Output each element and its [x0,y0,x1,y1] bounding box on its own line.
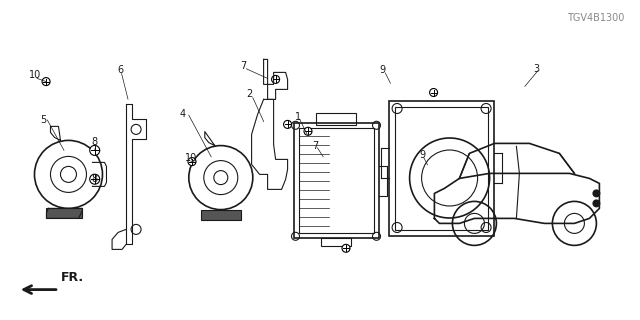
Circle shape [90,145,100,156]
Bar [201,210,241,220]
Text: 10: 10 [29,70,42,80]
Text: 4: 4 [179,108,186,119]
Bar [321,238,351,246]
Text: 8: 8 [92,174,98,184]
Bar [389,100,494,236]
Circle shape [342,244,350,252]
Text: 5: 5 [40,115,47,125]
Text: 10: 10 [184,153,197,164]
Circle shape [593,199,600,207]
Bar [298,128,374,233]
Text: 2: 2 [246,89,253,100]
Text: FR.: FR. [61,271,84,284]
Circle shape [42,78,50,86]
Text: 6: 6 [117,65,124,76]
Text: 8: 8 [92,137,98,148]
Circle shape [271,76,280,84]
Text: TGV4B1300: TGV4B1300 [566,13,624,23]
Text: 9: 9 [380,65,386,76]
Bar [47,208,83,219]
Circle shape [593,189,600,197]
Circle shape [304,127,312,135]
Text: 7: 7 [312,140,318,151]
Text: 1: 1 [294,112,301,122]
Text: 3: 3 [533,64,540,74]
Bar [395,107,488,229]
Bar [294,123,378,238]
Circle shape [90,174,100,184]
Circle shape [188,158,196,166]
Circle shape [429,89,438,97]
Text: 9: 9 [419,150,426,160]
Bar [316,113,356,125]
Circle shape [284,120,292,128]
Text: 7: 7 [240,60,246,71]
